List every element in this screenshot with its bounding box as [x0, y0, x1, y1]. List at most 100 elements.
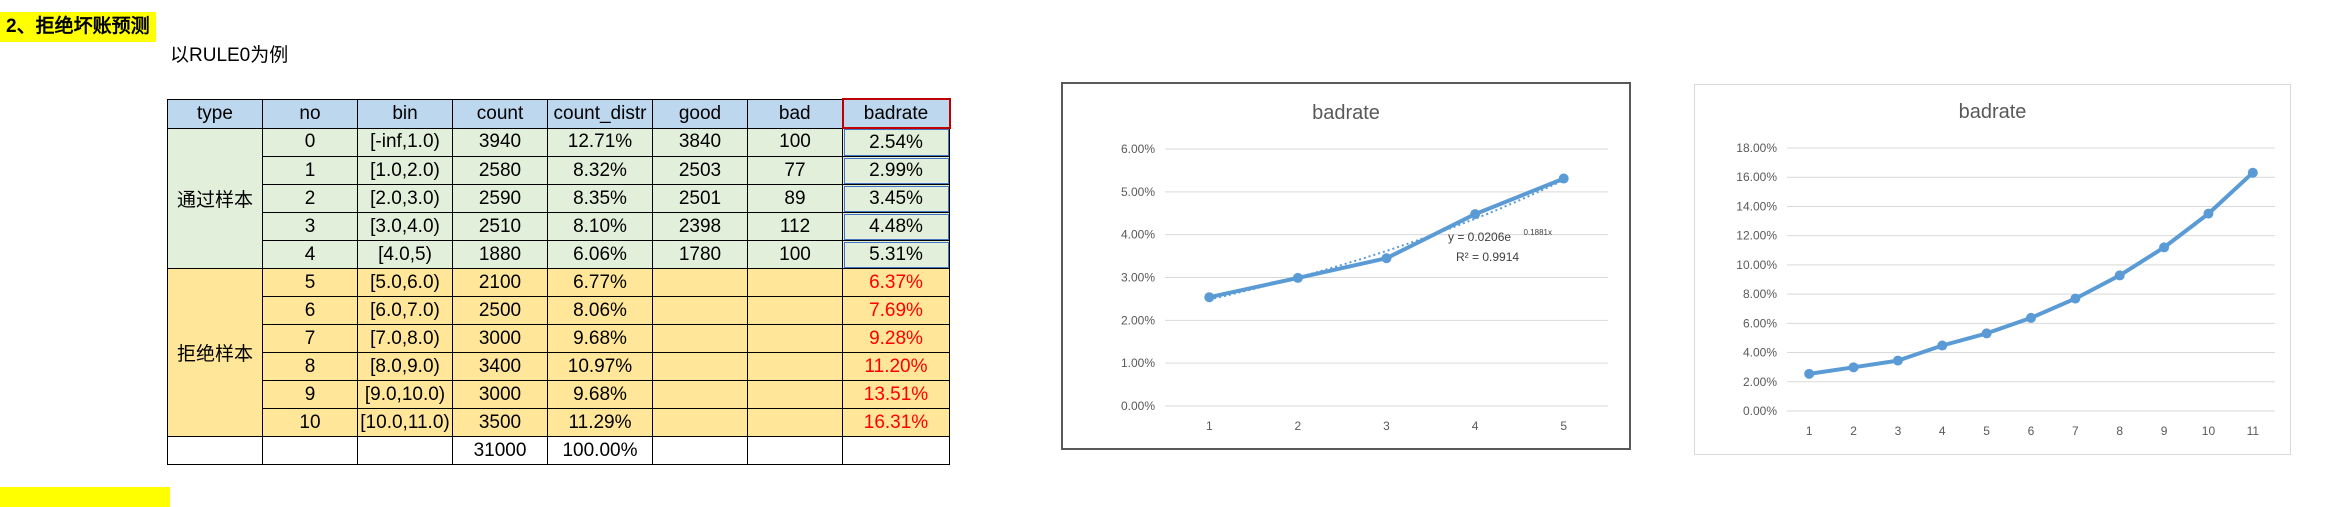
cell-distr[interactable]: 9.68%: [547, 324, 653, 353]
cell-count[interactable]: 1880: [452, 240, 548, 269]
cell-bin[interactable]: [1.0,2.0): [357, 156, 453, 185]
cell-bad[interactable]: [747, 380, 843, 409]
cell-bad[interactable]: [747, 268, 843, 297]
cell-badrate[interactable]: 7.69%: [842, 296, 950, 325]
cell-badrate[interactable]: 2.99%: [842, 156, 950, 185]
column-header[interactable]: count_distr: [547, 98, 653, 129]
column-header[interactable]: no: [262, 98, 358, 129]
cell-no[interactable]: 0: [262, 127, 358, 157]
cell-distr[interactable]: 8.06%: [547, 296, 653, 325]
cell-no[interactable]: 1: [262, 156, 358, 185]
cell-bin[interactable]: [2.0,3.0): [357, 184, 453, 213]
cell-bin[interactable]: [9.0,10.0): [357, 380, 453, 409]
total-empty-cell[interactable]: [747, 436, 843, 465]
column-header[interactable]: type: [167, 98, 263, 129]
total-empty-cell[interactable]: [357, 436, 453, 465]
cell-bin[interactable]: [5.0,6.0): [357, 268, 453, 297]
cell-bin[interactable]: [-inf,1.0): [357, 127, 453, 157]
cell-good[interactable]: 1780: [652, 240, 748, 269]
cell-count[interactable]: 3400: [452, 352, 548, 381]
cell-count[interactable]: 3000: [452, 324, 548, 353]
cell-good[interactable]: 3840: [652, 127, 748, 157]
cell-good[interactable]: 2503: [652, 156, 748, 185]
cell-badrate[interactable]: 2.54%: [842, 127, 950, 157]
cell-no[interactable]: 5: [262, 268, 358, 297]
cell-bin[interactable]: [4.0,5): [357, 240, 453, 269]
total-empty-cell[interactable]: [167, 436, 263, 465]
cell-count[interactable]: 2590: [452, 184, 548, 213]
cell-bin[interactable]: [3.0,4.0): [357, 212, 453, 241]
group-reject-cell[interactable]: 拒绝样本: [167, 268, 263, 437]
cell-distr[interactable]: 8.10%: [547, 212, 653, 241]
cell-good[interactable]: [652, 268, 748, 297]
cell-distr[interactable]: 9.68%: [547, 380, 653, 409]
cell-no[interactable]: 10: [262, 408, 358, 437]
cell-count[interactable]: 2580: [452, 156, 548, 185]
cell-no[interactable]: 9: [262, 380, 358, 409]
cell-badrate[interactable]: 6.37%: [842, 268, 950, 297]
group-pass-cell[interactable]: 通过样本: [167, 127, 263, 269]
cell-badrate[interactable]: 5.31%: [842, 240, 950, 269]
total-count[interactable]: 31000: [452, 436, 548, 465]
cell-no[interactable]: 3: [262, 212, 358, 241]
table-total-row: 31000 100.00%: [167, 436, 950, 465]
cell-distr[interactable]: 6.06%: [547, 240, 653, 269]
cell-count[interactable]: 2100: [452, 268, 548, 297]
table-row: 4 [4.0,5) 1880 6.06% 1780 100 5.31%: [168, 240, 950, 269]
cell-count[interactable]: 2500: [452, 296, 548, 325]
cell-badrate[interactable]: 16.31%: [842, 408, 950, 437]
badrate-chart-pass[interactable]: badrate 0.00% 1.00% 2.00% 3.00% 4.00% 5.00% 6.0…: [1061, 82, 1631, 450]
cell-bad[interactable]: 112: [747, 212, 843, 241]
cell-no[interactable]: 2: [262, 184, 358, 213]
cell-count[interactable]: 3500: [452, 408, 548, 437]
cell-no[interactable]: 8: [262, 352, 358, 381]
cell-bad[interactable]: 100: [747, 240, 843, 269]
cell-bad[interactable]: [747, 296, 843, 325]
cell-good[interactable]: [652, 352, 748, 381]
data-point: [2159, 242, 2170, 253]
cell-distr[interactable]: 8.32%: [547, 156, 653, 185]
column-header[interactable]: bad: [747, 98, 843, 129]
cell-badrate[interactable]: 9.28%: [842, 324, 950, 353]
cell-bin[interactable]: [7.0,8.0): [357, 324, 453, 353]
cell-good[interactable]: [652, 380, 748, 409]
column-header[interactable]: badrate: [841, 98, 951, 129]
cell-distr[interactable]: 10.97%: [547, 352, 653, 381]
cell-count[interactable]: 3000: [452, 380, 548, 409]
column-header[interactable]: good: [652, 98, 748, 129]
column-header[interactable]: bin: [357, 98, 453, 129]
total-empty-cell[interactable]: [652, 436, 748, 465]
total-empty-cell[interactable]: [262, 436, 358, 465]
cell-badrate[interactable]: 3.45%: [842, 184, 950, 213]
cell-bad[interactable]: 89: [747, 184, 843, 213]
cell-count[interactable]: 2510: [452, 212, 548, 241]
total-empty-cell[interactable]: [842, 436, 950, 465]
cell-good[interactable]: [652, 324, 748, 353]
cell-distr[interactable]: 6.77%: [547, 268, 653, 297]
cell-no[interactable]: 7: [262, 324, 358, 353]
cell-bad[interactable]: 77: [747, 156, 843, 185]
cell-badrate[interactable]: 4.48%: [842, 212, 950, 241]
cell-no[interactable]: 4: [262, 240, 358, 269]
cell-badrate[interactable]: 11.20%: [842, 352, 950, 381]
cell-good[interactable]: [652, 296, 748, 325]
cell-distr[interactable]: 11.29%: [547, 408, 653, 437]
cell-no[interactable]: 6: [262, 296, 358, 325]
cell-bad[interactable]: [747, 324, 843, 353]
badrate-chart-all[interactable]: badrate 0.00% 2.00% 4.00% 6.00% 8.00% 10.00% 12…: [1694, 84, 2291, 455]
cell-good[interactable]: 2398: [652, 212, 748, 241]
cell-bad[interactable]: 100: [747, 127, 843, 157]
cell-badrate[interactable]: 13.51%: [842, 380, 950, 409]
cell-bad[interactable]: [747, 352, 843, 381]
cell-bad[interactable]: [747, 408, 843, 437]
cell-bin[interactable]: [6.0,7.0): [357, 296, 453, 325]
total-distr[interactable]: 100.00%: [547, 436, 653, 465]
cell-distr[interactable]: 12.71%: [547, 127, 653, 157]
cell-good[interactable]: [652, 408, 748, 437]
cell-distr[interactable]: 8.35%: [547, 184, 653, 213]
cell-count[interactable]: 3940: [452, 127, 548, 157]
column-header[interactable]: count: [452, 98, 548, 129]
cell-good[interactable]: 2501: [652, 184, 748, 213]
cell-bin[interactable]: [10.0,11.0): [357, 408, 453, 437]
cell-bin[interactable]: [8.0,9.0): [357, 352, 453, 381]
